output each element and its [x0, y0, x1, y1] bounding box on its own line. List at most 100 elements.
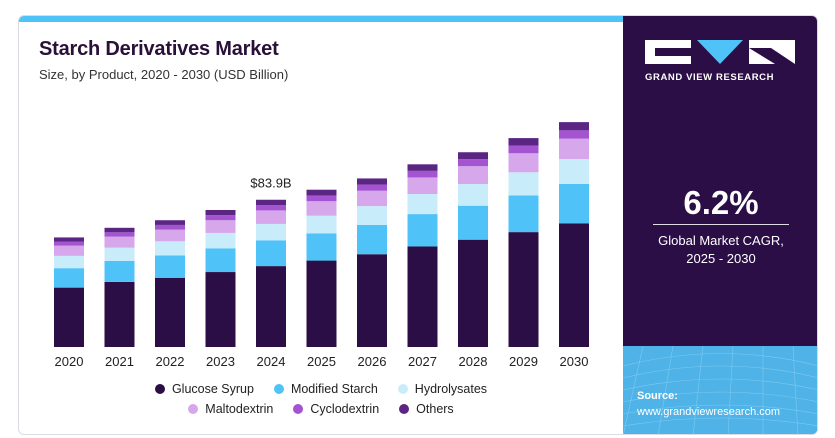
bar-segment-hydrolysates-2030: [559, 158, 589, 184]
legend-label: Hydrolysates: [414, 382, 488, 396]
bar-segment-modified-starch-2023: [205, 248, 236, 273]
bar-segment-hydrolysates-2029: [508, 172, 539, 196]
bar-segment-glucose-syrup-2030: [559, 223, 589, 347]
legend-item-glucose-syrup: Glucose Syrup: [154, 382, 254, 396]
legend-label: Maltodextrin: [205, 402, 274, 416]
bar-segment-modified-starch-2027: [407, 214, 438, 247]
bar-segment-cyclodextrin-2029: [508, 145, 539, 154]
chart-legend: Glucose Syrup Modified Starch Hydrolysat…: [19, 382, 623, 422]
brand-name: GRAND VIEW RESEARCH: [645, 72, 775, 83]
bar-segment-cyclodextrin-2028: [458, 159, 488, 167]
legend-label: Modified Starch: [290, 382, 378, 396]
bar-segment-others-2025: [306, 189, 337, 196]
bar-segment-glucose-syrup-2022: [155, 277, 185, 347]
bar-segment-maltodextrin-2028: [458, 166, 488, 184]
cagr-label: Global Market CAGR, 2025 - 2030: [623, 232, 817, 268]
bar-segment-hydrolysates-2025: [306, 215, 337, 234]
x-tick-label-2026: 2026: [358, 354, 387, 369]
source-background-pattern: [623, 346, 817, 434]
bar-segment-cyclodextrin-2021: [104, 232, 135, 237]
bar-segment-cyclodextrin-2030: [559, 130, 589, 139]
bar-segment-modified-starch-2030: [559, 183, 589, 224]
legend-item-others: Others: [399, 402, 454, 416]
bar-segment-others-2029: [508, 138, 539, 146]
bar-segment-cyclodextrin-2027: [407, 170, 438, 178]
chart-card: Starch Derivatives Market Size, by Produ…: [18, 15, 818, 435]
chart-subtitle: Size, by Product, 2020 - 2030 (USD Billi…: [39, 67, 289, 82]
cagr-label-line-1: Global Market CAGR,: [658, 233, 784, 248]
bar-segment-hydrolysates-2028: [458, 183, 488, 206]
bar-segment-maltodextrin-2023: [205, 220, 236, 233]
cagr-value: 6.2%: [683, 184, 759, 221]
bar-segment-hydrolysates-2021: [104, 247, 135, 261]
bar-segment-maltodextrin-2027: [407, 177, 438, 195]
bar-segment-glucose-syrup-2027: [407, 246, 438, 347]
chart-title: Starch Derivatives Market: [39, 38, 279, 60]
bar-segment-glucose-syrup-2021: [104, 281, 135, 347]
bar-segment-maltodextrin-2025: [306, 201, 337, 216]
bar-segment-others-2020: [54, 237, 84, 242]
bar-segment-cyclodextrin-2023: [205, 215, 236, 221]
grand-view-research-logo: [645, 40, 795, 64]
bar-segment-cyclodextrin-2024: [256, 205, 286, 211]
stacked-bar-chart: 2020 2021 2022 2023 2024 $83.9B 2025 2026 2027 20…: [54, 122, 589, 369]
bar-segment-hydrolysates-2023: [205, 232, 236, 249]
bar-segment-hydrolysates-2020: [54, 255, 84, 269]
bar-segment-maltodextrin-2020: [54, 245, 84, 256]
bar-segment-glucose-syrup-2026: [357, 254, 387, 347]
legend-dot: [154, 384, 165, 394]
source-url[interactable]: www.grandviewresearch.com: [637, 406, 781, 418]
legend-label: Cyclodextrin: [310, 402, 380, 416]
bar-segment-modified-starch-2028: [458, 205, 488, 240]
bar-segment-hydrolysates-2026: [357, 206, 387, 225]
x-tick-label-2022: 2022: [156, 354, 185, 369]
bar-segment-hydrolysates-2022: [155, 241, 185, 256]
legend-row-2: Maltodextrin Cyclodextrin Others: [19, 402, 623, 416]
x-tick-label-2025: 2025: [307, 354, 336, 369]
source-block: Source: www.grandviewresearch.com: [623, 346, 817, 434]
data-label-2024: $83.9B: [250, 176, 291, 191]
accent-strip: [19, 16, 623, 22]
bar-segment-modified-starch-2029: [508, 195, 539, 233]
x-tick-label-2024: 2024: [257, 354, 286, 369]
bar-segment-cyclodextrin-2020: [54, 241, 84, 246]
bar-segment-glucose-syrup-2024: [256, 266, 286, 347]
bar-segment-maltodextrin-2021: [104, 236, 135, 248]
bar-segment-maltodextrin-2022: [155, 229, 185, 242]
legend-item-cyclodextrin: Cyclodextrin: [293, 402, 379, 416]
bar-segment-maltodextrin-2024: [256, 210, 286, 224]
bar-segment-cyclodextrin-2025: [306, 195, 337, 202]
bar-segment-hydrolysates-2027: [407, 194, 438, 215]
bar-segment-others-2023: [205, 209, 236, 216]
x-tick-label-2021: 2021: [105, 354, 134, 369]
x-tick-label-2023: 2023: [206, 354, 235, 369]
legend-item-hydrolysates: Hydrolysates: [397, 382, 488, 396]
bar-segment-others-2027: [407, 164, 438, 171]
bar-segment-glucose-syrup-2023: [205, 272, 236, 347]
bar-segment-others-2026: [357, 178, 387, 185]
legend-dot: [293, 404, 304, 414]
x-tick-label-2027: 2027: [408, 354, 437, 369]
legend-label: Glucose Syrup: [171, 382, 254, 396]
bar-segment-glucose-syrup-2028: [458, 239, 488, 347]
source-label: Source:: [637, 390, 678, 402]
bar-segment-others-2021: [104, 227, 135, 233]
bar-segment-cyclodextrin-2026: [357, 184, 387, 191]
bar-segment-maltodextrin-2030: [559, 138, 589, 159]
x-tick-label-2020: 2020: [55, 354, 84, 369]
legend-label: Others: [416, 402, 454, 416]
legend-row-1: Glucose Syrup Modified Starch Hydrolysat…: [19, 382, 623, 396]
bar-segment-modified-starch-2024: [256, 240, 286, 267]
bar-segment-hydrolysates-2024: [256, 223, 286, 241]
bar-segment-maltodextrin-2029: [508, 153, 539, 173]
bar-segment-others-2028: [458, 152, 488, 160]
bar-segment-others-2024: [256, 199, 286, 206]
bar-segment-modified-starch-2021: [104, 260, 135, 282]
x-tick-label-2030: 2030: [560, 354, 589, 369]
bar-segment-modified-starch-2022: [155, 255, 185, 278]
bar-segment-others-2030: [559, 122, 589, 131]
bar-segment-modified-starch-2025: [306, 233, 337, 261]
bar-segment-modified-starch-2026: [357, 224, 387, 255]
legend-item-maltodextrin: Maltodextrin: [188, 402, 273, 416]
legend-item-modified-starch: Modified Starch: [273, 382, 378, 396]
